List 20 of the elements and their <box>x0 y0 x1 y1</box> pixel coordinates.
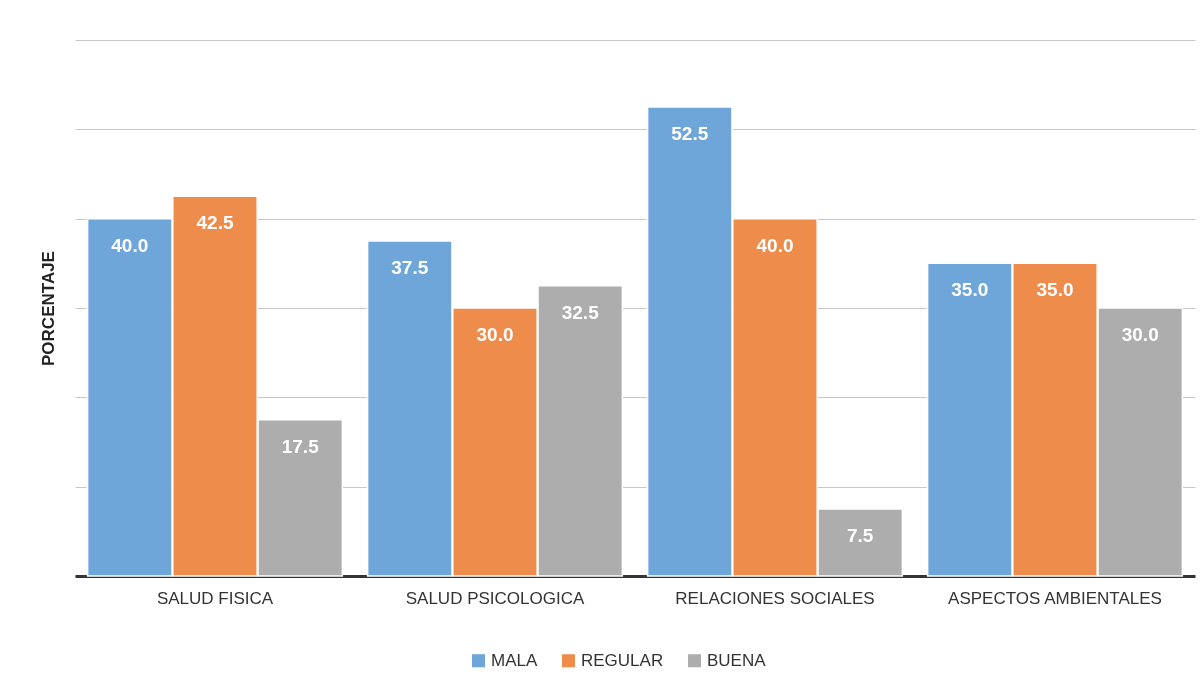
data-label: 17.5 <box>281 435 320 457</box>
x-tick-label: SALUD PSICOLOGICA <box>405 588 585 608</box>
data-label: 35.0 <box>951 279 989 301</box>
data-label: 40.0 <box>111 234 149 256</box>
y-axis-title: PORCENTAJE <box>38 251 58 366</box>
data-label: 37.5 <box>391 257 429 278</box>
x-tick-label: SALUD FISICA <box>156 588 274 608</box>
data-label: 42.5 <box>196 212 234 234</box>
data-label: 32.5 <box>561 301 600 323</box>
data-label: 30.0 <box>476 324 514 345</box>
x-tick-label: RELACIONES SOCIALES <box>675 588 875 608</box>
data-label: 52.5 <box>671 123 709 144</box>
x-tick-label: ASPECTOS AMBIENTALES <box>948 588 1162 608</box>
data-label: 7.5 <box>847 525 874 546</box>
data-label: 35.0 <box>1036 279 1074 301</box>
legend-label: MALA <box>491 650 538 670</box>
data-label: 40.0 <box>756 234 794 256</box>
data-label: 30.0 <box>1121 324 1159 345</box>
legend-label: BUENA <box>707 650 767 670</box>
legend-label: REGULAR <box>581 650 664 670</box>
